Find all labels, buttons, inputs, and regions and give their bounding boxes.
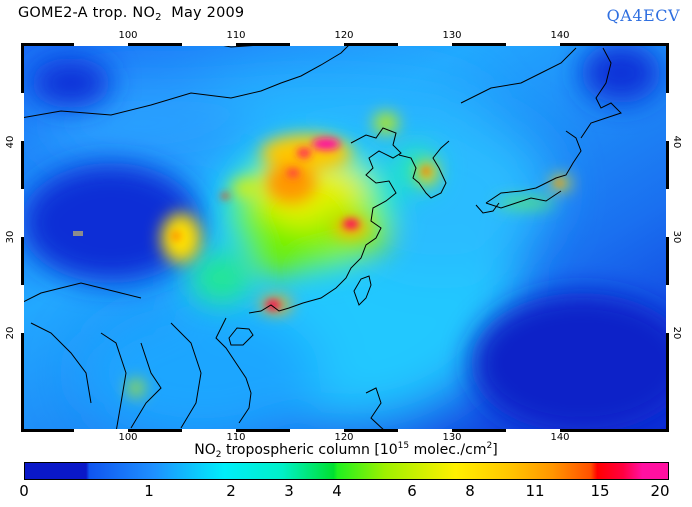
lon-tick-top: 110	[226, 30, 246, 41]
lon-tick-bottom: 100	[118, 432, 138, 443]
colorbar-label: 4	[332, 482, 342, 500]
lon-tick-top: 140	[550, 30, 570, 41]
colorbar-title: NO2 tropospheric column [1015 molec./cm2…	[194, 441, 498, 460]
lon-tick-bottom: 110	[226, 432, 246, 443]
colorbar-label: 3	[284, 482, 294, 500]
lon-tick-bottom: 120	[334, 432, 354, 443]
colorbar-label: 6	[407, 482, 417, 500]
lat-tick-right: 30	[670, 230, 682, 244]
lon-tick-top: 120	[334, 30, 354, 41]
lat-tick-left: 20	[4, 326, 16, 340]
lon-tick-top: 100	[118, 30, 138, 41]
no2-map	[21, 43, 669, 432]
colorbar-label: 0	[19, 482, 29, 500]
colorbar-label: 1	[144, 482, 154, 500]
colorbar-label: 2	[226, 482, 236, 500]
lat-tick-right: 40	[670, 135, 682, 149]
lon-tick-bottom: 130	[442, 432, 462, 443]
lon-tick-bottom: 140	[550, 432, 570, 443]
lat-tick-left: 30	[4, 230, 16, 244]
colorbar-label: 15	[590, 482, 610, 500]
lat-tick-right: 20	[670, 326, 682, 340]
map-title: GOME2-A trop. NO2 May 2009	[18, 5, 245, 23]
qa4ecv-logo-text: QA4ECV	[606, 6, 680, 25]
missing-data-patch	[73, 231, 83, 236]
colorbar-label: 8	[465, 482, 475, 500]
colorbar	[24, 462, 669, 480]
lon-tick-top: 130	[442, 30, 462, 41]
colorbar-label: 20	[650, 482, 670, 500]
colorbar-label: 11	[525, 482, 545, 500]
lat-tick-left: 40	[4, 135, 16, 149]
